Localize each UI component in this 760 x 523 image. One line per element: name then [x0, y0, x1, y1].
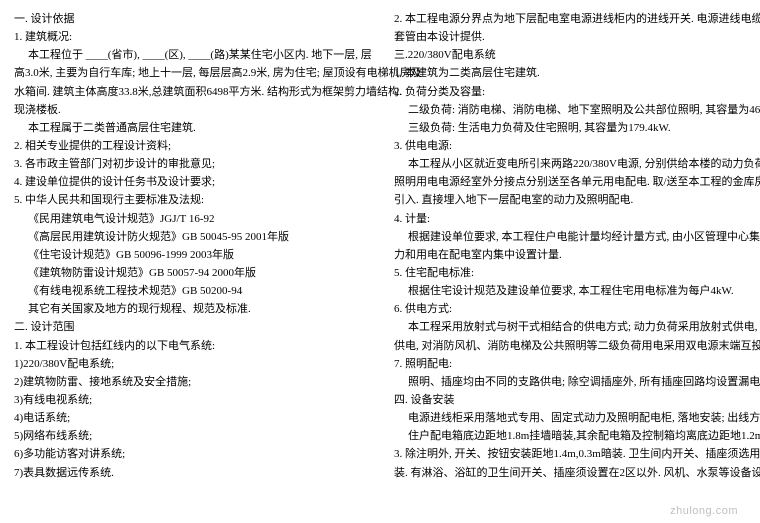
- text-line: 二. 设计范围: [14, 318, 366, 336]
- text-line: 引入. 直接埋入地下一层配电室的动力及照明配电.: [394, 191, 746, 209]
- text-line: 其它有关国家及地方的现行规程、规范及标准.: [14, 300, 366, 318]
- text-line: 根据住宅设计规范及建设单位要求, 本工程住宅用电标准为每户4kW.: [394, 282, 746, 300]
- text-line: 《高层民用建筑设计防火规范》GB 50045-95 2001年版: [14, 228, 366, 246]
- text-line: 1. 本建筑为二类高层住宅建筑.: [394, 64, 746, 82]
- text-line: 《有线电视系统工程技术规范》GB 50200-94: [14, 282, 366, 300]
- text-line: 水箱间. 建筑主体高度33.8米,总建筑面积6498平方米. 结构形式为框架剪力…: [14, 83, 366, 101]
- left-column: 一. 设计依据1. 建筑概况:本工程位于 ____(省市), ____(区), …: [0, 0, 380, 523]
- text-line: 6)多功能访客对讲系统;: [14, 445, 366, 463]
- text-line: 装. 有淋浴、浴缸的卫生间开关、插座须设置在2区以外. 风机、水泵等设备设置就近…: [394, 464, 746, 482]
- text-line: 5. 中华人民共和国现行主要标准及法规:: [14, 191, 366, 209]
- right-column: 2. 本工程电源分界点为地下层配电室电源进线柜内的进线开关. 电源进线电缆的位置…: [380, 0, 760, 523]
- text-line: 1. 本工程设计包括红线内的以下电气系统:: [14, 337, 366, 355]
- text-line: 2. 相关专业提供的工程设计资料;: [14, 137, 366, 155]
- text-line: 2. 负荷分类及容量:: [394, 83, 746, 101]
- text-line: 三.220/380V配电系统: [394, 46, 746, 64]
- text-line: 5)网络布线系统;: [14, 427, 366, 445]
- text-line: 三级负荷: 生活电力负荷及住宅照明, 其容量为179.4kW.: [394, 119, 746, 137]
- text-line: 6. 供电方式:: [394, 300, 746, 318]
- watermark: zhulong.com: [670, 505, 738, 517]
- text-line: 2)建筑物防雷、接地系统及安全措施;: [14, 373, 366, 391]
- text-line: 《住宅设计规范》GB 50096-1999 2003年版: [14, 246, 366, 264]
- text-line: 3. 除注明外, 开关、按钮安装距地1.4m,0.3m暗装. 卫生间内开关、插座…: [394, 445, 746, 463]
- text-line: 3)有线电视系统;: [14, 391, 366, 409]
- text-line: 二级负荷: 消防电梯、消防电梯、地下室照明及公共部位照明, 其容量为46.6kW…: [394, 101, 746, 119]
- text-line: 住户配电箱底边距地1.8m挂墙暗装,其余配电箱及控制箱均离底边距地1.2m挂墙暗…: [394, 427, 746, 445]
- text-line: 1. 建筑概况:: [14, 28, 366, 46]
- text-line: 本工程从小区就近变电所引来两路220/380V电源, 分别供给本楼的动力负荷及照…: [394, 155, 746, 173]
- text-line: 力和用电在配电室内集中设置计量.: [394, 246, 746, 264]
- text-line: 4. 计量:: [394, 210, 746, 228]
- text-line: 本工程采用放射式与树干式相结合的供电方式; 动力负荷采用放射式供电, 住宅用电采…: [394, 318, 746, 336]
- text-line: 供电, 对消防风机、消防电梯及公共照明等二级负荷用电采用双电源末端互投.: [394, 337, 746, 355]
- text-line: 7. 照明配电:: [394, 355, 746, 373]
- text-line: 2. 本工程电源分界点为地下层配电室电源进线柜内的进线开关. 电源进线电缆的位置…: [394, 10, 746, 28]
- text-line: 5. 住宅配电标准:: [394, 264, 746, 282]
- text-line: 本工程位于 ____(省市), ____(区), ____(路)某某住宅小区内.…: [14, 46, 366, 64]
- text-line: 照明、插座均由不同的支路供电; 除空调插座外, 所有插座回路均设置漏电断路器保护…: [394, 373, 746, 391]
- text-line: 四. 设备安装: [394, 391, 746, 409]
- text-line: 照明用电电源经室外分接点分别送至各单元用电配电. 取/送至本工程的金库房间. 换…: [394, 173, 746, 191]
- text-line: 4. 建设单位提供的设计任务书及设计要求;: [14, 173, 366, 191]
- text-line: 套管由本设计提供.: [394, 28, 746, 46]
- text-line: 4)电话系统;: [14, 409, 366, 427]
- text-line: 高3.0米, 主要为自行车库; 地上十一层, 每层层高2.9米, 房为住宅; 屋…: [14, 64, 366, 82]
- text-line: 现浇楼板.: [14, 101, 366, 119]
- text-line: 本工程属于二类普通高层住宅建筑.: [14, 119, 366, 137]
- text-line: 《建筑物防雷设计规范》GB 50057-94 2000年版: [14, 264, 366, 282]
- text-line: 1)220/380V配电系统;: [14, 355, 366, 373]
- text-line: 电源进线柜采用落地式专用、固定式动力及照明配电柜, 落地安装; 出线方式为上进下…: [394, 409, 746, 427]
- text-line: 7)表具数据远传系统.: [14, 464, 366, 482]
- text-line: 根据建设单位要求, 本工程住户电能计量均经计量方式, 由小区管理中心集中计量收费…: [394, 228, 746, 246]
- text-line: 3. 各市政主管部门对初步设计的审批意见;: [14, 155, 366, 173]
- text-line: 一. 设计依据: [14, 10, 366, 28]
- text-line: 3. 供电电源:: [394, 137, 746, 155]
- text-line: 《民用建筑电气设计规范》JGJ/T 16-92: [14, 210, 366, 228]
